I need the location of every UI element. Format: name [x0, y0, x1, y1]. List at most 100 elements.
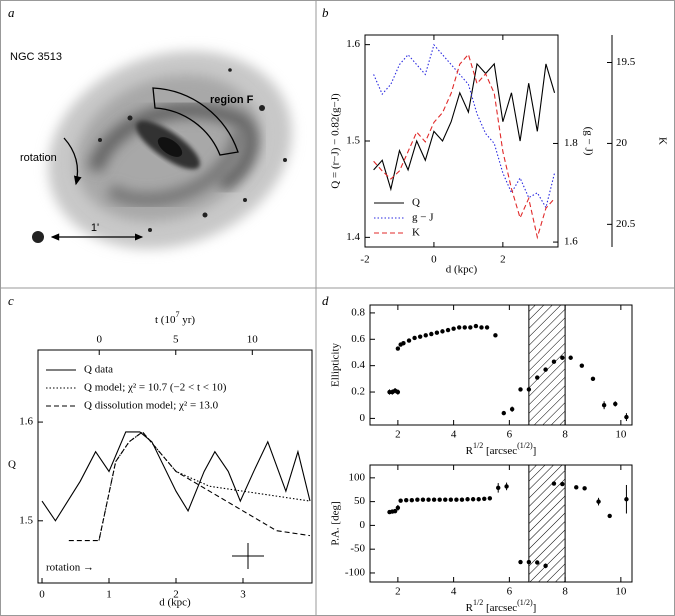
x2-tick-label: 0: [96, 334, 102, 346]
data-point: [443, 497, 448, 502]
data-point: [437, 497, 442, 502]
y-tick-label: 1.5: [346, 135, 360, 147]
data-point: [601, 403, 607, 408]
data-point: [417, 334, 423, 339]
data-point: [551, 359, 557, 364]
series-line: [373, 62, 556, 192]
shaded-region: [528, 304, 566, 426]
data-point: [551, 481, 557, 486]
data-point: [431, 497, 437, 502]
data-point: [487, 496, 493, 501]
data-point: [392, 508, 398, 514]
label-part: t (10: [155, 314, 176, 326]
y3-tick-label: 20.5: [616, 218, 636, 230]
data-point: [412, 335, 417, 341]
x-tick-label: 6: [507, 429, 513, 441]
shaded-region: [528, 464, 566, 583]
object-name: NGC 3513: [10, 51, 62, 63]
axis-label: K: [656, 137, 668, 145]
data-point: [398, 498, 403, 503]
label-part: [arcsec: [483, 602, 517, 614]
data-point: [590, 376, 596, 382]
y2-tick-label: 1.6: [564, 236, 578, 248]
data-point: [456, 325, 462, 330]
axis-label: R1/2 [arcsec(1/2)]: [466, 598, 537, 613]
data-point: [624, 497, 629, 502]
y-tick-label: 0: [360, 519, 366, 531]
label-part: yr): [179, 314, 195, 326]
y-tick-label: -50: [350, 543, 365, 555]
label-part: 7: [175, 310, 179, 319]
data-point: [613, 401, 618, 407]
series-line: [68, 431, 311, 542]
data-point: [624, 414, 629, 420]
panel-label: b: [322, 5, 329, 20]
x-tick-label: 2: [500, 254, 506, 266]
data-point: [484, 325, 490, 330]
x-tick-label: 2: [173, 589, 179, 601]
panel-label: c: [8, 293, 14, 308]
panel-label: d: [322, 293, 329, 308]
y-tick-label: 0.2: [351, 386, 365, 398]
x-tick-label: 4: [451, 586, 457, 598]
label-part: 1/2: [473, 598, 483, 607]
data-point: [409, 497, 415, 503]
data-point: [526, 387, 532, 392]
data-point: [426, 497, 431, 502]
data-point: [395, 505, 401, 511]
legend-label: Q data: [84, 364, 113, 376]
x-tick-label: 0: [39, 589, 45, 601]
legend-label: Q: [412, 197, 420, 209]
data-point: [476, 497, 481, 502]
galaxy-image: [32, 51, 292, 249]
plot-frame: [37, 349, 313, 584]
legend-label: K: [412, 227, 420, 239]
scale-label: 1': [91, 222, 99, 234]
data-point: [482, 496, 487, 501]
label-part: 1/2: [473, 441, 483, 450]
series-line: [98, 431, 311, 541]
data-point: [454, 497, 459, 502]
legend-label: Q dissolution model; χ² = 13.0: [84, 400, 219, 412]
data-point: [406, 338, 412, 343]
region-label: region F: [210, 94, 254, 106]
y-tick-label: -100: [345, 566, 366, 578]
y-tick-label: 1.5: [19, 514, 33, 526]
y-tick-label: 0.6: [351, 333, 365, 345]
series-line: [373, 43, 556, 210]
data-point: [420, 497, 426, 502]
data-point: [451, 326, 456, 331]
data-point: [543, 367, 548, 372]
data-point: [596, 499, 601, 504]
y3-tick-label: 19.5: [616, 56, 636, 68]
data-point: [465, 497, 470, 502]
data-point: [434, 330, 440, 335]
axis-label: P.A. [deg]: [330, 501, 342, 545]
label-part: (1/2): [517, 441, 533, 450]
data-point: [543, 563, 548, 569]
data-point: [582, 486, 587, 491]
series-line: [373, 53, 555, 240]
data-point: [560, 355, 565, 360]
data-point: [479, 325, 484, 330]
axis-label: d (kpc): [159, 597, 191, 609]
x-tick-label: 8: [562, 429, 568, 441]
data-point: [496, 485, 501, 491]
y-tick-label: 1.4: [346, 231, 360, 243]
series-line: [41, 431, 311, 522]
axis-label: Q: [8, 459, 16, 471]
y-tick-label: 1.6: [19, 416, 33, 428]
annotation: rotation →: [46, 562, 94, 574]
data-point: [509, 406, 515, 412]
data-point: [560, 481, 565, 487]
x-tick-label: 10: [615, 586, 627, 598]
x-tick-label: 1: [106, 589, 112, 601]
x-tick-label: 2: [395, 586, 401, 598]
axis-label: t (107 yr): [155, 310, 195, 325]
label-part: R: [466, 602, 474, 614]
data-point: [518, 387, 523, 392]
axis-label: (g − J): [582, 127, 594, 156]
x-tick-label: 6: [507, 586, 513, 598]
data-point: [462, 325, 467, 330]
